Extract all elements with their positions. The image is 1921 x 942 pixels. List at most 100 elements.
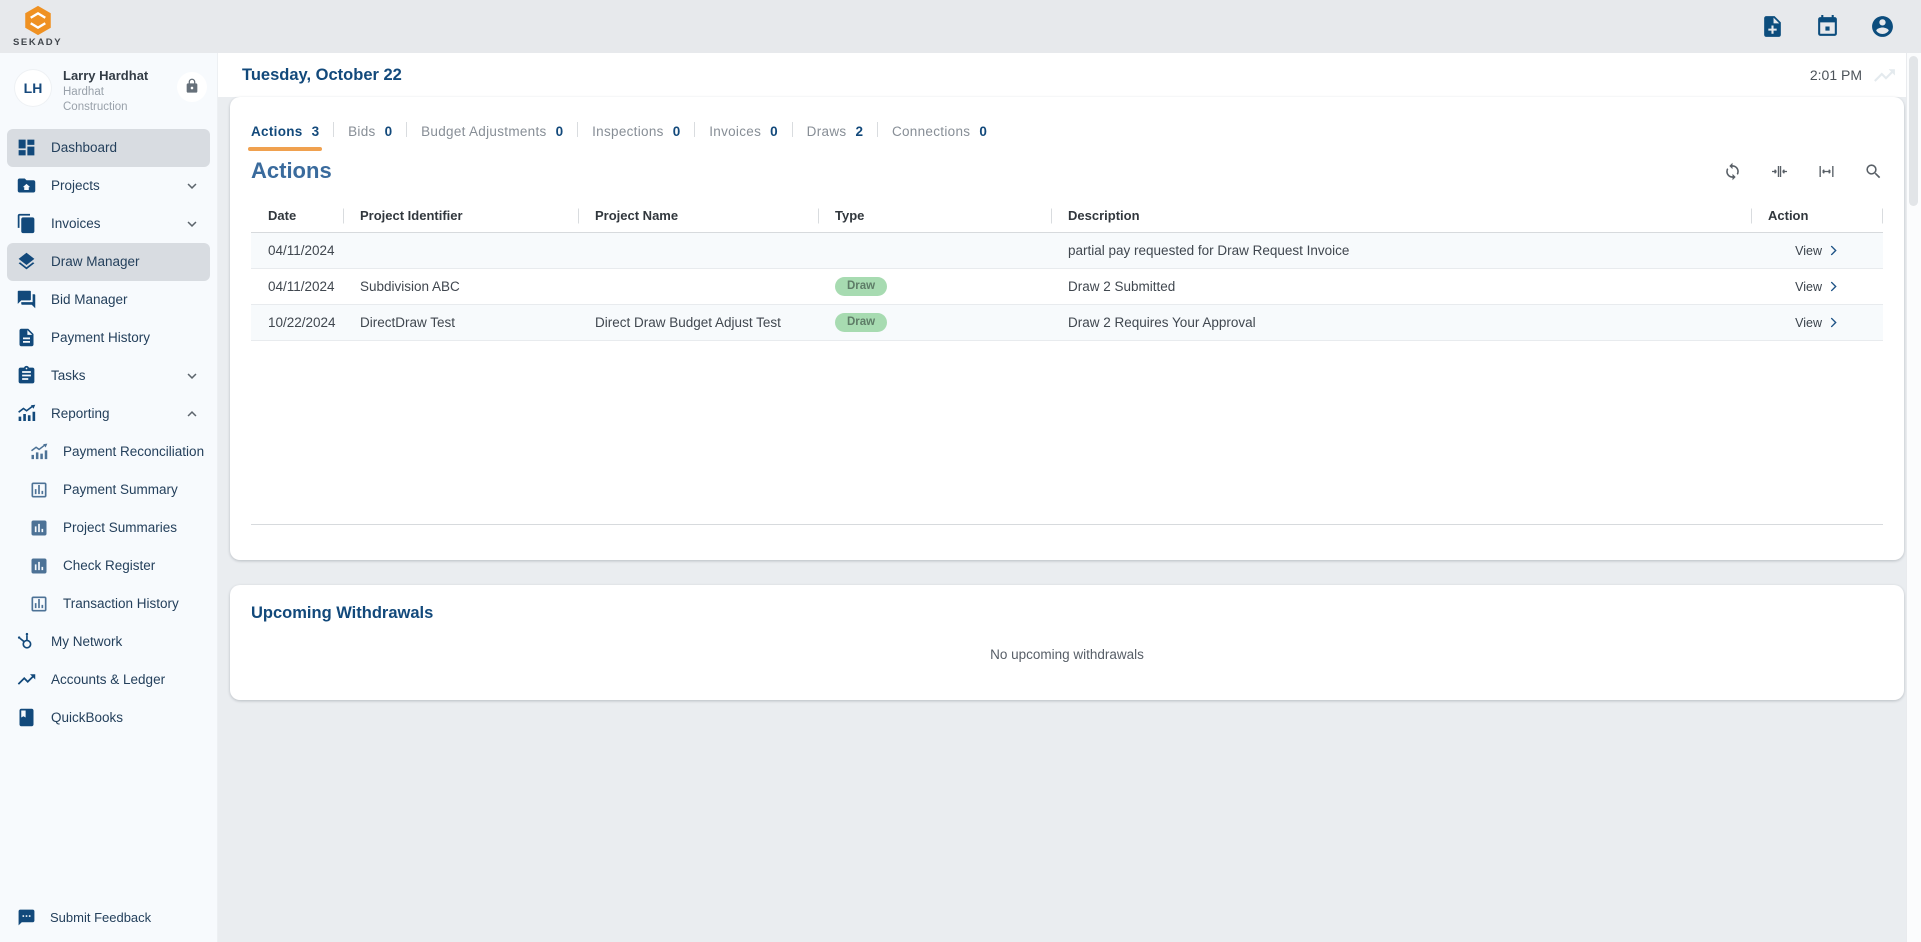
brand-name: SEKADY — [13, 37, 63, 48]
sidebar-item-my-network[interactable]: My Network — [7, 623, 210, 661]
tab-label: Budget Adjustments — [421, 124, 547, 139]
sidebar-item-label: Invoices — [51, 216, 101, 232]
view-label: View — [1795, 243, 1822, 258]
sidebar-item-label: Submit Feedback — [50, 910, 152, 925]
view-button[interactable]: View — [1751, 233, 1883, 268]
search-button[interactable] — [1864, 162, 1883, 181]
cell-project-name: Direct Draw Budget Adjust Test — [595, 315, 781, 330]
sidebar-item-payment-summary[interactable]: Payment Summary — [7, 471, 210, 509]
tab-draws[interactable]: Draws 2 — [807, 124, 863, 151]
cell-description: partial pay requested for Draw Request I… — [1068, 243, 1350, 258]
refresh-icon — [1723, 162, 1742, 184]
column-header-project-name: Project Name — [578, 208, 818, 223]
column-header-project-identifier: Project Identifier — [343, 208, 578, 223]
sidebar-item-quickbooks[interactable]: QuickBooks — [7, 699, 210, 737]
type-badge: Draw — [835, 276, 888, 297]
topbar-actions — [1760, 14, 1895, 39]
feedback-chat-icon — [17, 908, 36, 927]
tab-label: Actions — [251, 124, 303, 139]
cell-project-identifier: Subdivision ABC — [360, 279, 460, 294]
sidebar-item-label: Reporting — [51, 406, 110, 422]
tab-count: 3 — [311, 124, 320, 139]
tabs: Actions 3 Bids 0 Budget Adjustments 0 — [247, 97, 1883, 151]
search-icon — [1864, 163, 1883, 184]
sidebar-item-label: QuickBooks — [51, 710, 124, 726]
brand-logo[interactable]: SEKADY — [13, 5, 62, 48]
tab-count: 0 — [979, 124, 987, 139]
tab-invoices[interactable]: Invoices 0 — [709, 124, 777, 151]
bar-chart-filled-icon — [29, 556, 49, 576]
dashboard-icon — [16, 137, 37, 158]
user-org-line2: Construction — [63, 100, 128, 113]
sidebar-item-project-summaries[interactable]: Project Summaries — [7, 509, 210, 547]
view-button[interactable]: View — [1751, 305, 1883, 340]
view-button[interactable]: View — [1751, 269, 1883, 304]
user-org-line1: Hardhat — [63, 85, 104, 98]
tab-bids[interactable]: Bids 0 — [348, 124, 392, 151]
collapse-columns-button[interactable] — [1770, 162, 1789, 181]
sidebar-nav: Dashboard Projects Invoices Draw Manager… — [0, 123, 217, 898]
clock-time: 2:01 PM — [1809, 67, 1862, 83]
tab-actions[interactable]: Actions 3 — [247, 124, 323, 151]
calendar-button[interactable] — [1815, 14, 1840, 39]
sidebar-item-payment-history[interactable]: Payment History — [7, 319, 210, 357]
sidebar-item-bid-manager[interactable]: Bid Manager — [7, 281, 210, 319]
invoices-icon — [16, 213, 37, 234]
tab-inspections[interactable]: Inspections 0 — [592, 124, 680, 151]
scrollbar-track[interactable] — [1906, 53, 1921, 942]
type-badge: Draw — [835, 312, 888, 333]
sidebar-item-projects[interactable]: Projects — [7, 167, 210, 205]
sidebar-item-payment-reconciliation[interactable]: Payment Reconciliation — [7, 433, 210, 471]
sekady-logo-icon — [23, 5, 53, 36]
cell-project-identifier: DirectDraw Test — [360, 315, 456, 330]
tab-count: 0 — [555, 124, 564, 139]
tab-budget-adjustments[interactable]: Budget Adjustments 0 — [421, 124, 563, 151]
view-label: View — [1795, 279, 1822, 294]
collapse-columns-icon — [1770, 165, 1789, 184]
network-hub-icon — [16, 631, 37, 652]
sidebar-item-draw-manager[interactable]: Draw Manager — [7, 242, 210, 281]
sidebar-item-check-register[interactable]: Check Register — [7, 547, 210, 585]
sidebar-item-label: Tasks — [51, 368, 86, 384]
tab-separator — [333, 122, 335, 137]
bar-chart-filled-icon — [29, 518, 49, 538]
user-meta: Larry Hardhat Hardhat Construction — [63, 66, 165, 115]
user-name: Larry Hardhat — [63, 68, 149, 83]
tab-connections[interactable]: Connections 0 — [892, 124, 987, 151]
sidebar-item-invoices[interactable]: Invoices — [7, 205, 210, 243]
tab-separator — [791, 122, 793, 137]
trending-faint-icon — [1872, 63, 1897, 88]
topbar: SEKADY — [0, 0, 1921, 53]
actions-title: Actions — [251, 158, 332, 183]
payment-history-icon — [16, 327, 37, 348]
sidebar-item-dashboard[interactable]: Dashboard — [7, 128, 210, 167]
sidebar-item-label: Project Summaries — [63, 520, 178, 536]
sidebar-item-accounts-ledger[interactable]: Accounts & Ledger — [7, 661, 210, 699]
tab-count: 0 — [384, 124, 393, 139]
sidebar-item-tasks[interactable]: Tasks — [7, 357, 210, 395]
time-wrap: 2:01 PM — [1810, 63, 1897, 88]
refresh-button[interactable] — [1723, 162, 1742, 181]
user-card: LH Larry Hardhat Hardhat Construction — [0, 53, 217, 123]
withdrawals-empty-text: No upcoming withdrawals — [990, 647, 1144, 662]
sidebar-item-submit-feedback[interactable]: Submit Feedback — [0, 898, 217, 942]
actions-card: Actions 3 Bids 0 Budget Adjustments 0 — [230, 97, 1904, 560]
new-document-button[interactable] — [1760, 14, 1785, 39]
cell-type: Draw — [818, 276, 1051, 297]
tab-label: Invoices — [709, 124, 762, 139]
account-button[interactable] — [1870, 14, 1895, 39]
withdrawals-title: Upcoming Withdrawals — [251, 604, 434, 622]
sidebar-item-transaction-history[interactable]: Transaction History — [7, 585, 210, 623]
scrollbar-thumb[interactable] — [1909, 56, 1918, 206]
tab-label: Inspections — [592, 124, 664, 139]
lock-button[interactable] — [177, 72, 207, 102]
column-width-icon — [1817, 165, 1836, 184]
avatar-initials: LH — [23, 80, 43, 96]
sidebar-item-reporting[interactable]: Reporting — [7, 395, 210, 433]
cell-description: Draw 2 Submitted — [1068, 279, 1176, 294]
column-width-button[interactable] — [1817, 162, 1836, 181]
cell-date: 04/11/2024 — [268, 279, 335, 294]
cell-date: 10/22/2024 — [268, 315, 336, 330]
content: Actions 3 Bids 0 Budget Adjustments 0 — [218, 97, 1906, 942]
